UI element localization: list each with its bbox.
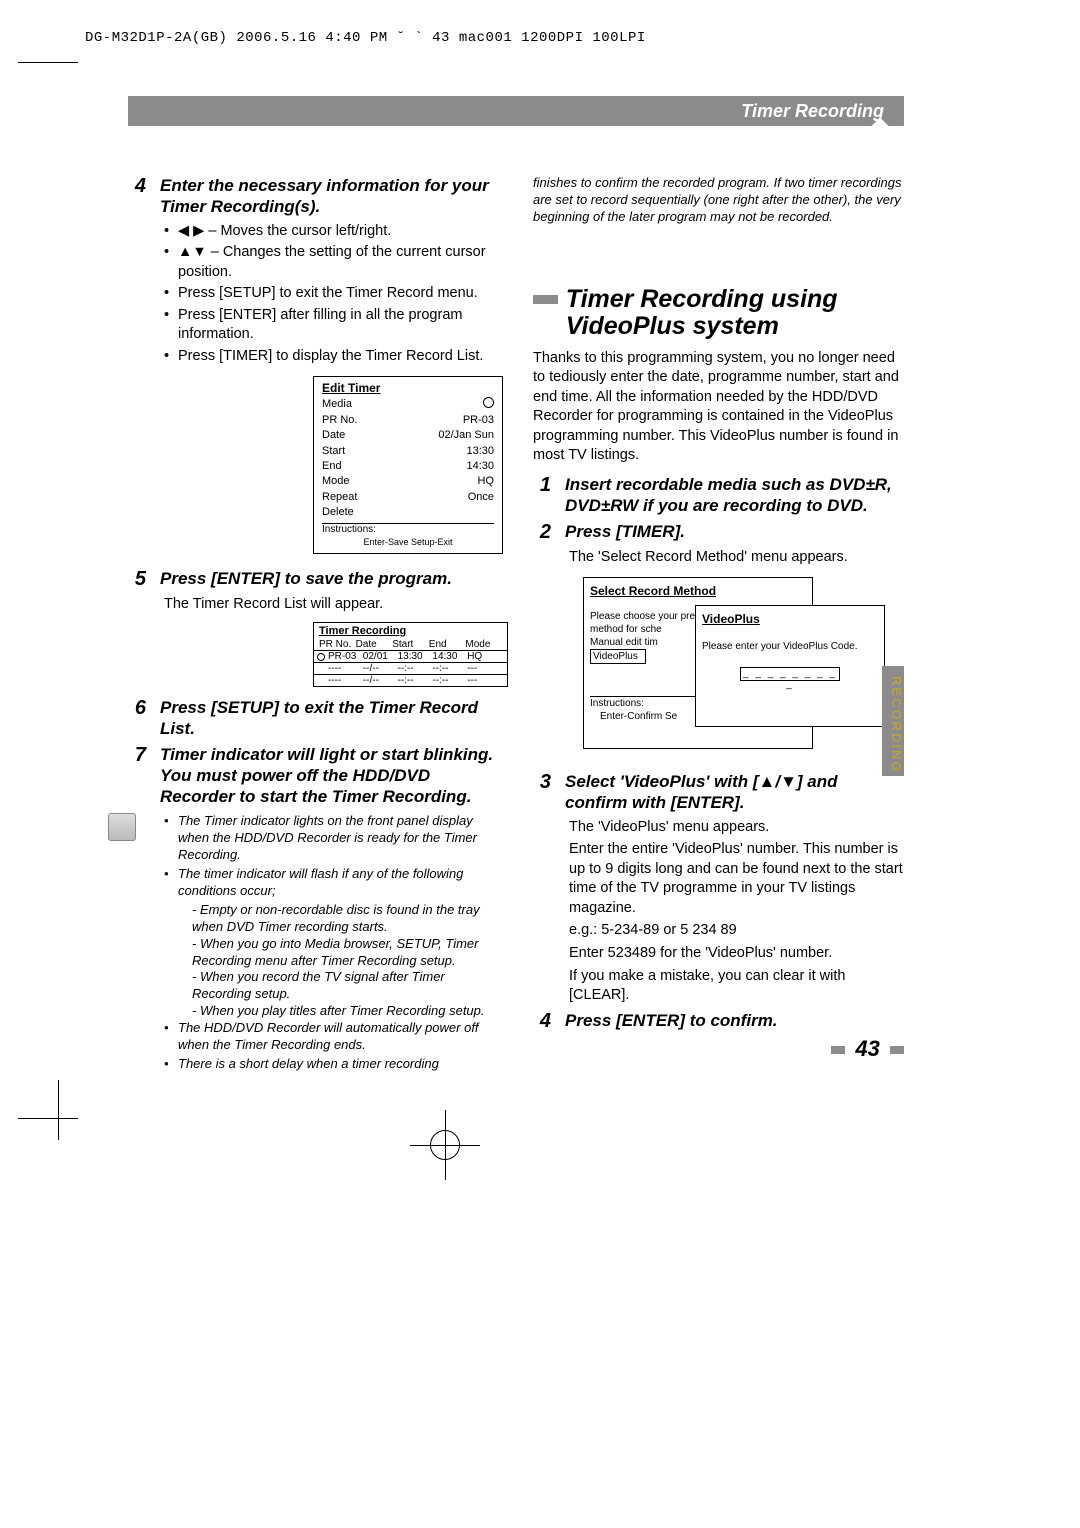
step-title: Press [SETUP] to exit the Timer Record L… xyxy=(160,697,499,740)
timer-recording-box: Timer Recording PR No. Date Start End Mo… xyxy=(313,622,508,687)
step-title: Press [ENTER] to save the program. xyxy=(160,568,452,591)
step-5: 5 Press [ENTER] to save the program. xyxy=(128,568,499,591)
registration-mark xyxy=(410,1110,480,1180)
videoplus-input: _ _ _ _ _ _ _ _ _ xyxy=(740,667,840,681)
right-column: finishes to confirm the recorded program… xyxy=(533,175,904,1075)
step-num: 7 xyxy=(128,744,146,808)
row: RepeatOnce xyxy=(322,490,494,505)
step-num: 5 xyxy=(128,568,146,591)
header-bar: Timer Recording xyxy=(128,96,904,126)
step-title: Select 'VideoPlus' with [▲/▼] and confir… xyxy=(565,771,904,814)
srm-inner: VideoPlus Please enter your VideoPlus Co… xyxy=(695,605,885,727)
print-header: DG-M32D1P-2A(GB) 2006.5.16 4:40 PM ˘ ` 4… xyxy=(85,30,646,46)
step-num: 4 xyxy=(128,175,146,218)
tr-row: ---- --/-- --:-- --:-- --- xyxy=(314,662,507,674)
note-sub: - Empty or non-recordable disc is found … xyxy=(192,902,499,936)
content-columns: 4 Enter the necessary information for yo… xyxy=(128,175,904,1075)
left-column: 4 Enter the necessary information for yo… xyxy=(128,175,499,1075)
tr-header: PR No. Date Start End Mode xyxy=(314,639,507,650)
step-title: Press [TIMER]. xyxy=(565,521,685,544)
edit-timer-instr: Enter-Save Setup-Exit xyxy=(322,537,494,547)
cont-note: finishes to confirm the recorded program… xyxy=(533,175,904,226)
step-num: 2 xyxy=(533,521,551,544)
crop-mark xyxy=(18,1118,78,1119)
section-header: Timer Recording using VideoPlus system xyxy=(533,286,904,341)
tr-row: ---- --/-- --:-- --:-- --- xyxy=(314,674,507,686)
row-media: Media xyxy=(322,397,494,412)
row: PR No.PR-03 xyxy=(322,413,494,428)
step5-body: The Timer Record List will appear. xyxy=(164,595,499,615)
instr-label: Instructions: xyxy=(322,524,494,535)
note-sub: - When you play titles after Timer Recor… xyxy=(192,1003,499,1020)
step-title: Timer indicator will light or start blin… xyxy=(160,744,499,808)
page: DG-M32D1P-2A(GB) 2006.5.16 4:40 PM ˘ ` 4… xyxy=(0,0,1080,1528)
crop-mark xyxy=(58,1080,59,1140)
page-bar-icon xyxy=(890,1046,904,1054)
step-6: 6 Press [SETUP] to exit the Timer Record… xyxy=(128,697,499,740)
r3-body: The 'VideoPlus' menu appears. xyxy=(569,818,904,838)
section-bar xyxy=(533,295,558,304)
bullet: •Press [ENTER] after filling in all the … xyxy=(164,306,499,345)
note-sub: - When you record the TV signal after Ti… xyxy=(192,969,499,1003)
step-r1: 1 Insert recordable media such as DVD±R,… xyxy=(533,474,904,517)
r3-body: Enter the entire 'VideoPlus' number. Thi… xyxy=(569,840,904,918)
step-num: 6 xyxy=(128,697,146,740)
row: Date02/Jan Sun xyxy=(322,428,494,443)
step-4: 4 Enter the necessary information for yo… xyxy=(128,175,499,218)
bullet: •Press [SETUP] to exit the Timer Record … xyxy=(164,284,499,304)
step-num: 1 xyxy=(533,474,551,517)
row: Start13:30 xyxy=(322,444,494,459)
edit-timer-title: Edit Timer xyxy=(322,381,494,395)
row: Delete xyxy=(322,505,494,520)
r3-body: Enter 523489 for the 'VideoPlus' number. xyxy=(569,944,904,964)
step4-bullets: •◀ ▶ – Moves the cursor left/right. •▲▼ … xyxy=(164,222,499,367)
crop-mark xyxy=(18,62,78,63)
tr-title: Timer Recording xyxy=(314,623,507,639)
step-title: Press [ENTER] to confirm. xyxy=(565,1010,778,1033)
side-tab-recording: RECORDING xyxy=(882,666,904,776)
select-record-method-box: Select Record Method Please choose your … xyxy=(583,577,887,757)
edit-timer-box: Edit Timer Media PR No.PR-03 Date02/Jan … xyxy=(313,376,503,553)
header-title: Timer Recording xyxy=(741,101,884,122)
section-body: Thanks to this programming system, you n… xyxy=(533,349,904,466)
step-title: Insert recordable media such as DVD±R, D… xyxy=(565,474,904,517)
bullet: •Press [TIMER] to display the Timer Reco… xyxy=(164,347,499,367)
tr-row: PR-03 02/01 13:30 14:30 HQ xyxy=(314,650,507,662)
row: ModeHQ xyxy=(322,474,494,489)
note: •The Timer indicator lights on the front… xyxy=(164,813,499,864)
media-icon xyxy=(483,397,494,408)
note: •The timer indicator will flash if any o… xyxy=(164,866,499,900)
note-icon xyxy=(108,813,136,841)
step-num: 4 xyxy=(533,1010,551,1033)
r3-body: If you make a mistake, you can clear it … xyxy=(569,967,904,1006)
note: •There is a short delay when a timer rec… xyxy=(164,1056,499,1073)
step-r2: 2 Press [TIMER]. xyxy=(533,521,904,544)
step-r3: 3 Select 'VideoPlus' with [▲/▼] and conf… xyxy=(533,771,904,814)
srm-inner-title: VideoPlus xyxy=(702,612,878,626)
step-7: 7 Timer indicator will light or start bl… xyxy=(128,744,499,808)
bullet: •▲▼ – Changes the setting of the current… xyxy=(164,243,499,282)
section-title: Timer Recording using VideoPlus system xyxy=(566,286,904,341)
notes: •The Timer indicator lights on the front… xyxy=(164,813,499,1072)
step-num: 3 xyxy=(533,771,551,814)
bullet: •◀ ▶ – Moves the cursor left/right. xyxy=(164,222,499,242)
row: End14:30 xyxy=(322,459,494,474)
page-bar-icon xyxy=(831,1046,845,1054)
page-number: 43 xyxy=(831,1036,904,1062)
step-r2-body: The 'Select Record Method' menu appears. xyxy=(569,548,904,568)
note: •The HDD/DVD Recorder will automatically… xyxy=(164,1020,499,1054)
srm-outer-title: Select Record Method xyxy=(590,584,806,598)
note-sub: - When you go into Media browser, SETUP,… xyxy=(192,936,499,970)
step-r4: 4 Press [ENTER] to confirm. xyxy=(533,1010,904,1033)
step-title: Enter the necessary information for your… xyxy=(160,175,499,218)
r3-body: e.g.: 5-234-89 or 5 234 89 xyxy=(569,921,904,941)
